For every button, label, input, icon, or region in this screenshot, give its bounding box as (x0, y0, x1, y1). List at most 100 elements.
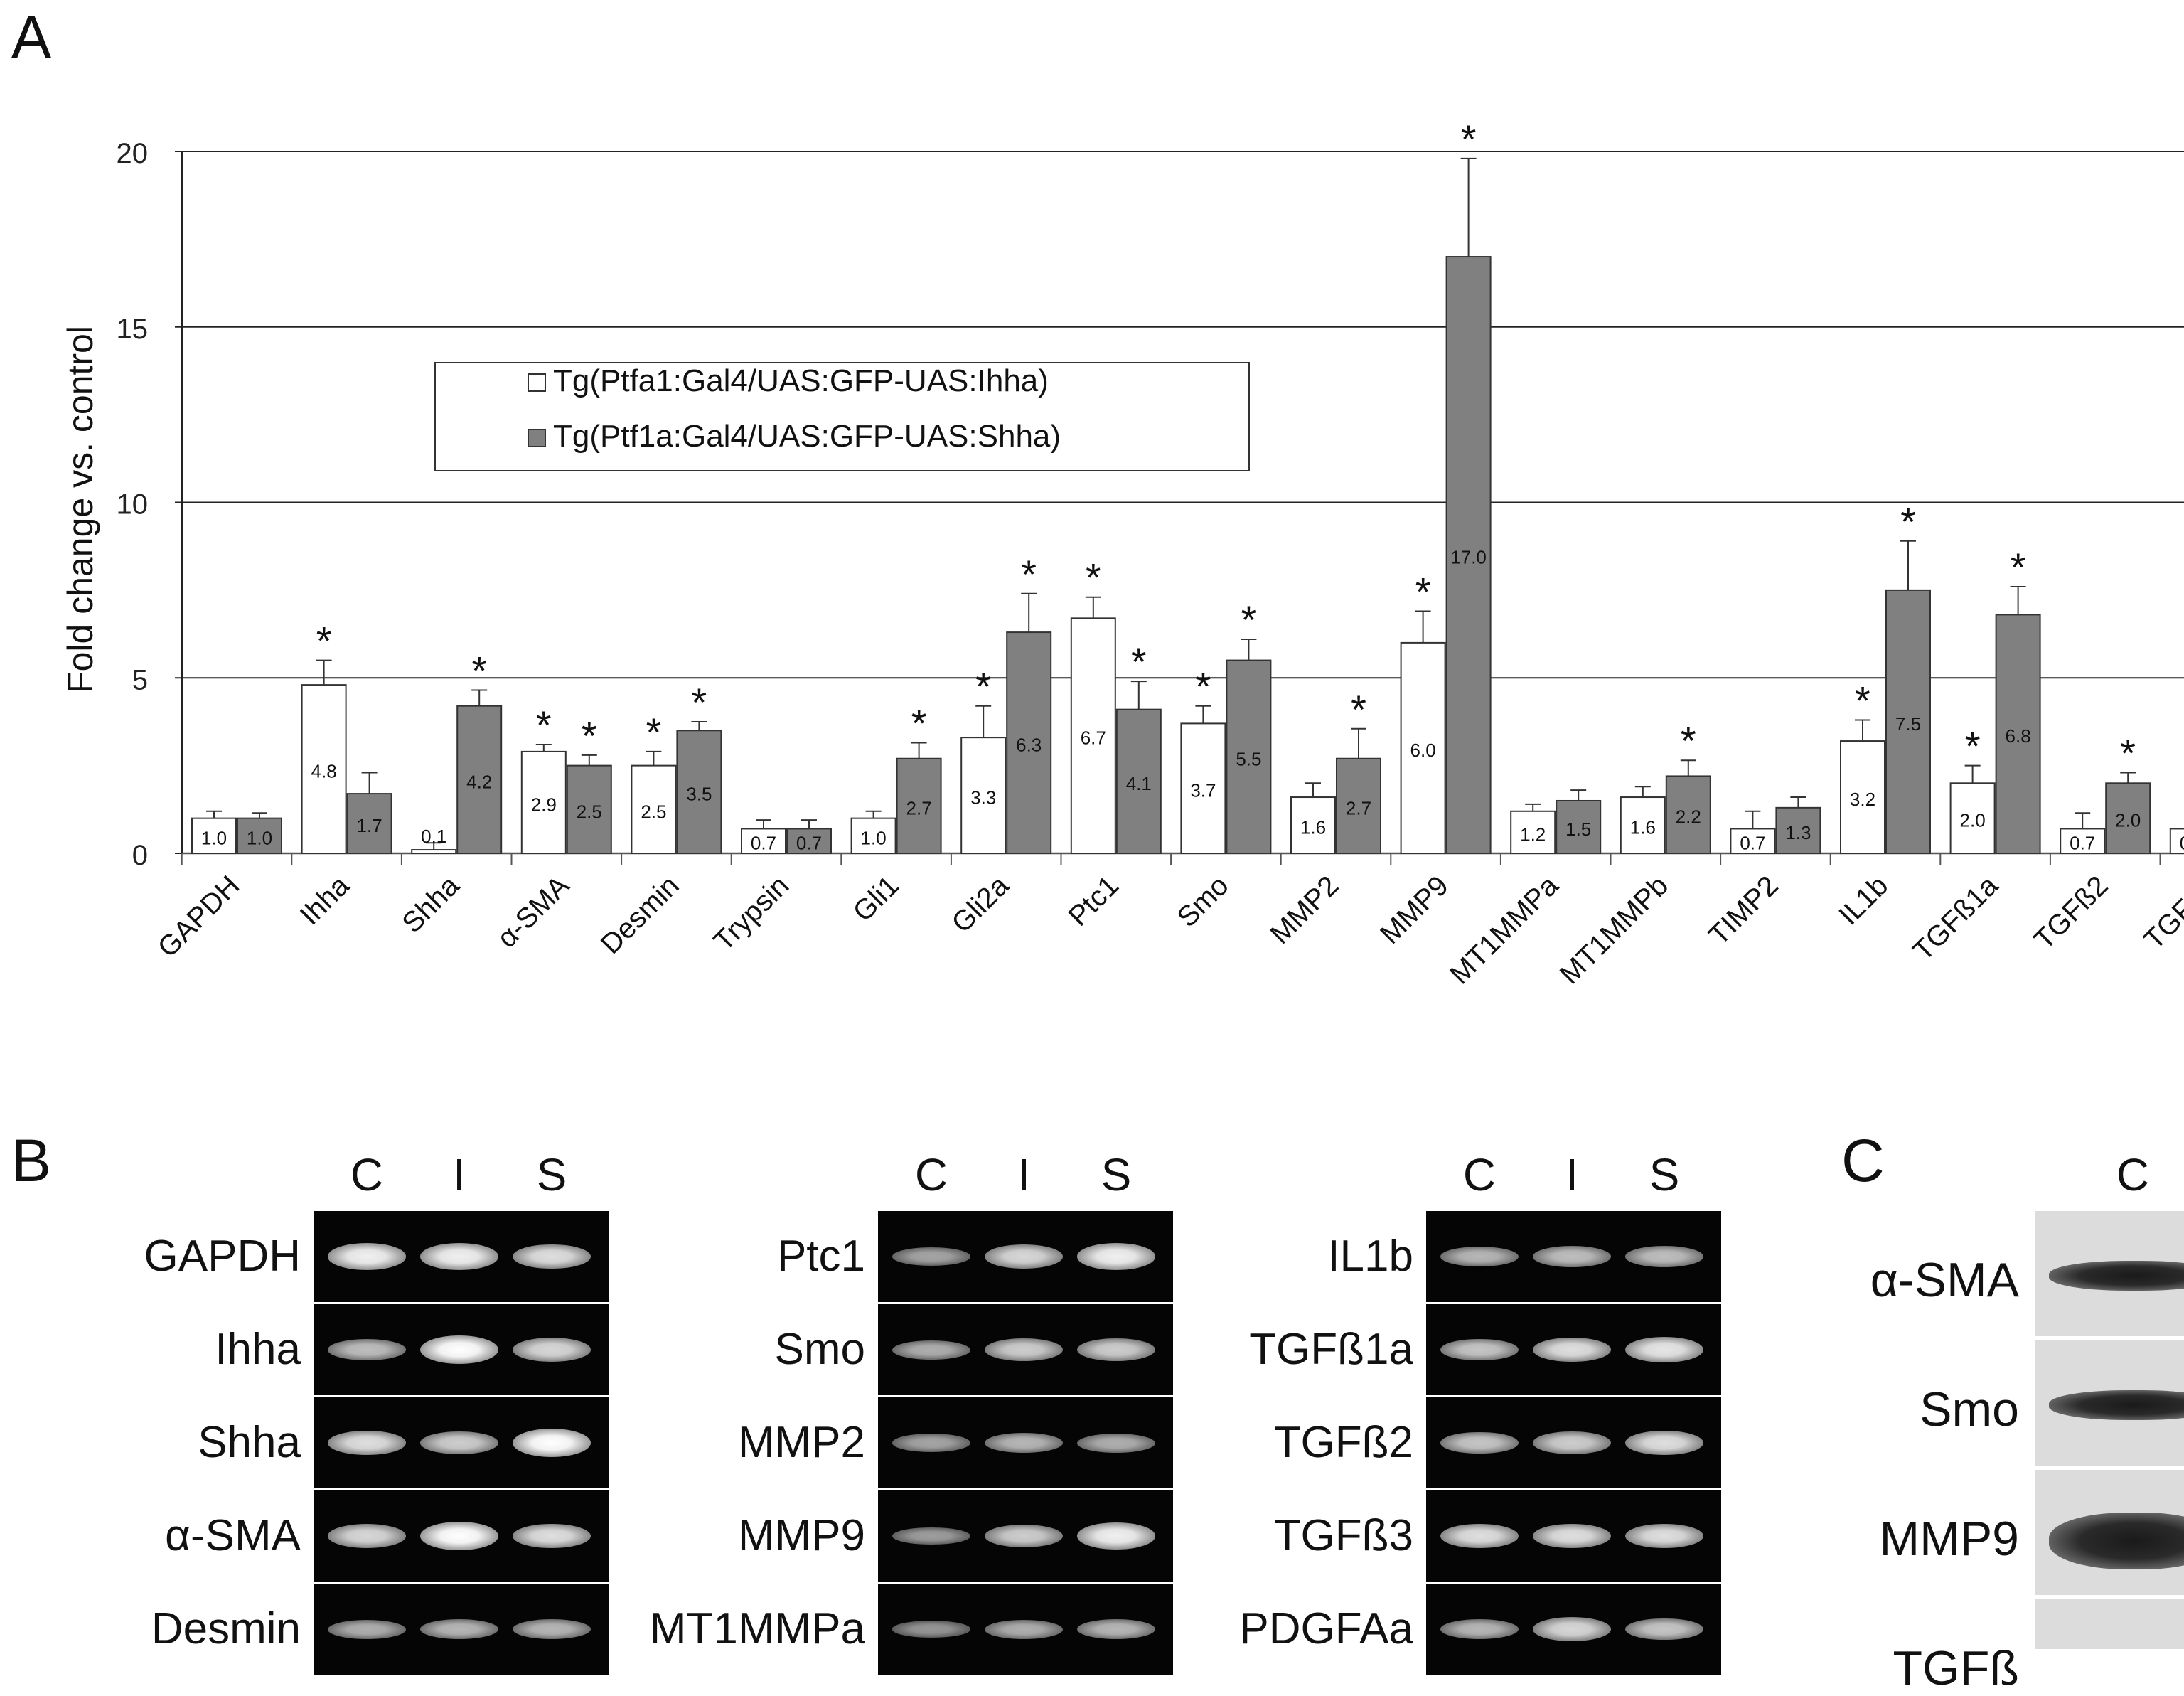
y-tick-label: 20 (117, 138, 149, 169)
gel-band (1077, 1618, 1155, 1640)
western-row (2035, 1211, 2184, 1336)
x-tick-label: TGFß2 (2028, 870, 2114, 956)
data-label: 3.3 (970, 787, 996, 809)
bar (1556, 799, 1602, 854)
data-label: 0.7 (796, 833, 822, 854)
significance-marker: * (1855, 678, 1870, 722)
gel-band (420, 1335, 498, 1364)
data-label: 1.7 (357, 815, 382, 836)
significance-marker: * (1900, 499, 1916, 544)
lane-header: S (1101, 1149, 1132, 1200)
x-tick-label: Desmin (595, 870, 685, 960)
gel-band (1625, 1336, 1703, 1363)
significance-marker: * (1415, 569, 1431, 614)
bar (1949, 782, 1996, 855)
gel-row (878, 1211, 1173, 1302)
gel-band (985, 1244, 1063, 1269)
gel-band (985, 1524, 1063, 1548)
legend (434, 362, 1250, 471)
lane-header: I (1017, 1149, 1030, 1200)
western-band (2049, 1390, 2184, 1420)
gel-row-label: Smo (774, 1325, 865, 1374)
data-label: 1.5 (1565, 818, 1591, 840)
gel-band (328, 1619, 406, 1639)
lane-header: S (536, 1149, 567, 1200)
gel-band (1440, 1246, 1519, 1267)
data-label: 0.1 (421, 826, 446, 847)
data-label: 1.2 (1520, 823, 1546, 845)
bar (960, 737, 1007, 855)
western-row-label: Smo (1920, 1382, 2019, 1436)
bar (1730, 828, 1776, 854)
data-label: 2.0 (2115, 810, 2141, 831)
panel-letter-c: C (1841, 1127, 1885, 1194)
x-tick-label: MMP2 (1265, 870, 1345, 950)
gel-band (513, 1523, 591, 1549)
data-label: 6.7 (1081, 727, 1106, 749)
gel-row-label: TGFß2 (1273, 1418, 1413, 1467)
bar (1400, 641, 1446, 855)
gel-band (1077, 1522, 1155, 1550)
gel-row (878, 1397, 1173, 1488)
gel-row-label: MT1MMPa (649, 1604, 865, 1653)
x-tick-label: TIMP2 (1703, 870, 1784, 951)
data-label: 1.0 (247, 827, 272, 848)
bar (1620, 796, 1666, 855)
data-label: 6.3 (1016, 735, 1042, 756)
significance-marker: * (1021, 552, 1037, 597)
panel-letter-a: A (11, 4, 52, 70)
x-tick-label: TGFß1a (1907, 870, 2005, 967)
significance-marker: * (975, 664, 991, 709)
data-label: 4.1 (1126, 773, 1152, 794)
western-row (2035, 1340, 2184, 1466)
data-label: 1.0 (861, 827, 887, 848)
data-label: 2.2 (1676, 806, 1701, 828)
data-label: 0.7 (751, 833, 776, 854)
bar (237, 817, 282, 855)
significance-marker: * (646, 710, 662, 754)
bar (191, 817, 237, 855)
gel-band (328, 1243, 406, 1270)
gel-row-label: MMP2 (737, 1418, 865, 1467)
gel-row-label: IL1b (1327, 1232, 1413, 1281)
significance-marker: * (582, 713, 597, 758)
gel-band (1440, 1338, 1519, 1361)
gel-band (1077, 1433, 1155, 1453)
bar (1775, 806, 1821, 854)
x-tick-label: MT1MMPa (1444, 870, 1565, 991)
gel-row-label: Shha (198, 1418, 301, 1467)
bar (786, 828, 832, 854)
lane-header: C (2116, 1149, 2150, 1200)
bar (1115, 708, 1162, 854)
data-label: 7.5 (1895, 713, 1921, 735)
gel-row (1426, 1584, 1721, 1675)
bar (2105, 782, 2151, 855)
gel-band (420, 1618, 498, 1640)
gel-row (878, 1490, 1173, 1582)
x-tick-label: MT1MMPb (1554, 870, 1674, 990)
significance-marker: * (911, 701, 927, 746)
x-tick-label: MMP9 (1374, 870, 1455, 950)
bar (411, 849, 457, 854)
gel-band (513, 1244, 591, 1269)
gel-band (1625, 1618, 1703, 1641)
gel-band (1533, 1246, 1611, 1267)
data-label: 2.7 (1346, 797, 1371, 818)
data-label: 0.7 (2070, 833, 2095, 854)
gel-row (878, 1304, 1173, 1395)
gel-row (1426, 1397, 1721, 1488)
data-label: 4.2 (466, 771, 492, 792)
data-label: 1.6 (1300, 817, 1326, 838)
significance-marker: * (1965, 724, 1981, 769)
gel-row (1426, 1304, 1721, 1395)
gel-band (1440, 1618, 1519, 1640)
x-tick-label: Gli2a (946, 870, 1015, 939)
gel-band (420, 1431, 498, 1455)
data-label: 3.7 (1190, 780, 1216, 801)
significance-marker: * (1131, 639, 1147, 684)
gel-band (1625, 1430, 1703, 1456)
gel-band (328, 1339, 406, 1360)
western-band (2049, 1513, 2184, 1569)
x-tick-label: Ihha (294, 870, 356, 932)
data-label: 0.7 (2180, 833, 2184, 854)
